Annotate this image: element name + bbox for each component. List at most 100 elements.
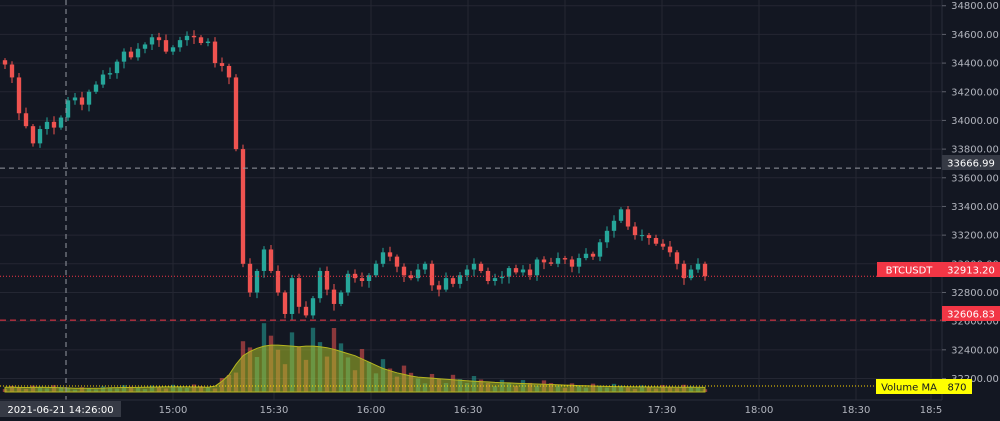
x-tick-label: 15:00 — [159, 405, 188, 416]
candle-body — [135, 48, 141, 58]
candle-body — [569, 259, 575, 267]
candle-body — [247, 263, 253, 293]
y-tick-label: 32200.00 — [951, 374, 999, 385]
candle-body — [506, 268, 512, 277]
candle-body — [464, 269, 470, 276]
candle-body — [590, 253, 596, 257]
crosshair-time-badge — [0, 401, 121, 417]
candle-body — [695, 263, 701, 270]
candle-body — [58, 117, 64, 128]
candle-body — [226, 65, 232, 78]
y-tick-label: 34800.00 — [951, 1, 999, 12]
candle-body — [114, 61, 120, 74]
candle-body — [436, 285, 442, 290]
x-tick-label: 18:5 — [920, 405, 942, 416]
y-tick-label: 34400.00 — [951, 59, 999, 70]
candle-body — [401, 266, 407, 276]
candle-body — [261, 249, 267, 271]
candle-body — [121, 51, 127, 62]
price-axis-background — [942, 0, 1000, 417]
candle-body — [233, 77, 239, 150]
candle-body — [79, 97, 85, 105]
candle-body — [478, 263, 484, 271]
candle-body — [191, 35, 197, 38]
candle-body — [583, 253, 589, 259]
candle-body — [548, 262, 554, 264]
candle-body — [317, 270, 323, 299]
candle-body — [499, 276, 505, 279]
volume-ma-value-badge — [942, 379, 972, 394]
reference-line-label: 32606.83 — [947, 310, 995, 321]
y-tick-label: 32600.00 — [951, 317, 999, 328]
candle-body — [443, 278, 449, 290]
x-tick-label: 15:30 — [260, 405, 289, 416]
volume-ma-value: 870 — [947, 383, 966, 394]
candle-body — [415, 269, 421, 279]
candle-body — [471, 263, 477, 270]
candle-body — [310, 298, 316, 316]
crosshair-price-label: 33666.99 — [947, 159, 995, 170]
candle-body — [534, 259, 540, 276]
candle-body — [9, 64, 15, 78]
candle-body — [149, 37, 155, 45]
candle-body — [177, 40, 183, 48]
candle-body — [674, 252, 680, 264]
candle-body — [485, 270, 491, 282]
candle-body — [702, 263, 708, 277]
candle-body — [492, 278, 498, 282]
last-price-label: 32913.20 — [947, 266, 995, 277]
last-price-badge — [942, 262, 1000, 277]
y-tick-label: 33200.00 — [951, 231, 999, 242]
candle-body — [667, 246, 673, 253]
candle-body — [254, 270, 260, 293]
candle-body — [373, 263, 379, 276]
candle-body — [184, 35, 190, 41]
candle-body — [289, 278, 295, 314]
candle-body — [429, 263, 435, 286]
y-tick-label: 33600.00 — [951, 173, 999, 184]
candle-body — [380, 252, 386, 264]
candle-body — [345, 273, 351, 293]
y-tick-label: 33800.00 — [951, 145, 999, 156]
candle-body — [387, 252, 393, 257]
candle-body — [72, 97, 78, 101]
candle-body — [457, 275, 463, 284]
symbol-badge — [877, 262, 942, 277]
grid — [0, 0, 942, 400]
candle-body — [303, 306, 309, 316]
candle-body — [611, 220, 617, 231]
candle-body — [282, 292, 288, 314]
volume-ma-area-path — [4, 344, 706, 393]
candle-body — [576, 258, 582, 267]
candle-body — [23, 113, 29, 127]
candle-body — [597, 242, 603, 257]
candle-body — [632, 226, 638, 236]
candle-body — [16, 77, 22, 114]
y-tick-label: 32400.00 — [951, 345, 999, 356]
candle-body — [275, 270, 281, 293]
x-tick-label: 18:00 — [745, 405, 774, 416]
candle-body — [555, 258, 561, 264]
volume-ma-title: Volume MA — [881, 383, 937, 394]
candle-body — [394, 256, 400, 267]
volume-ma-area — [4, 344, 706, 393]
candle-body — [513, 268, 519, 273]
candle-body — [44, 121, 50, 130]
candle-body — [268, 249, 274, 271]
candle-body — [30, 126, 36, 144]
candle-body — [100, 74, 106, 85]
candle-body — [562, 258, 568, 260]
candle-body — [653, 237, 659, 244]
candle-body — [618, 209, 624, 221]
x-tick-label: 17:30 — [648, 405, 677, 416]
candle-body — [86, 91, 92, 105]
candle-body — [142, 44, 148, 49]
y-tick-label: 33400.00 — [951, 202, 999, 213]
candle-body — [660, 243, 666, 247]
candle-body — [212, 41, 218, 64]
y-tick-label: 34000.00 — [951, 116, 999, 127]
candle-body — [205, 41, 211, 44]
candle-body — [625, 209, 631, 227]
